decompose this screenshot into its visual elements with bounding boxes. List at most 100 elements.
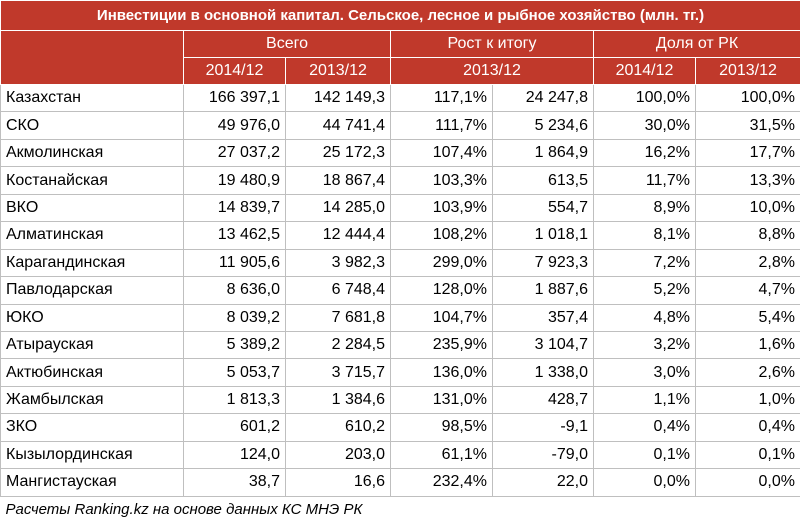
cell-value: 7 923,3 bbox=[492, 248, 594, 278]
cell-value: 61,1% bbox=[390, 440, 493, 470]
cell-value: 3 104,7 bbox=[492, 330, 594, 360]
cell-value: 124,0 bbox=[183, 440, 286, 470]
data-row: Карагандинская 11 905,6 3 982,3 299,0% 7 923… bbox=[0, 248, 800, 278]
header-period-row: 2014/12 2013/12 2013/12 2014/12 2013/12 bbox=[1, 57, 800, 85]
data-row: Мангистауская 38,7 16,6 232,4% 22,0 0,0% 0,0% bbox=[0, 468, 800, 497]
region-name: Акмолинская bbox=[0, 138, 184, 168]
cell-value: -9,1 bbox=[492, 413, 594, 442]
cell-value: 5 389,2 bbox=[183, 330, 286, 360]
table-title: Инвестиции в основной капитал. Сельское,… bbox=[0, 0, 800, 31]
cell-value: 1,1% bbox=[593, 385, 696, 415]
cell-value: 3,2% bbox=[593, 330, 696, 360]
cell-value: 1 887,6 bbox=[492, 276, 594, 305]
cell-value: 136,0% bbox=[390, 358, 493, 387]
data-row: Костанайская 19 480,9 18 867,4 103,3% 613,5 1… bbox=[0, 166, 800, 195]
cell-value: 601,2 bbox=[183, 413, 286, 442]
region-name: Атырауская bbox=[0, 330, 184, 360]
data-row: Алматинская 13 462,5 12 444,4 108,2% 1 018,1… bbox=[0, 221, 800, 250]
header-period: 2013/12 bbox=[695, 57, 800, 85]
cell-value: 44 741,4 bbox=[285, 111, 391, 140]
cell-value: 4,7% bbox=[695, 276, 800, 305]
cell-value: 11,7% bbox=[593, 166, 696, 195]
header-group: Рост к итогу bbox=[390, 30, 594, 58]
cell-value: 107,4% bbox=[390, 138, 493, 168]
region-name: Костанайская bbox=[0, 166, 184, 195]
title-row: Инвестиции в основной капитал. Сельское,… bbox=[0, 0, 800, 31]
cell-value: 0,0% bbox=[695, 468, 800, 497]
cell-value: 5,4% bbox=[695, 303, 800, 332]
region-name: Павлодарская bbox=[0, 276, 184, 305]
cell-value: 103,3% bbox=[390, 166, 493, 195]
footer-note: Расчеты Ranking.kz на основе данных КС М… bbox=[5, 500, 363, 518]
data-row: Кызылординская 124,0 203,0 61,1% -79,0 0,1% 0,… bbox=[0, 440, 800, 470]
cell-value: 100,0% bbox=[695, 83, 800, 113]
cell-value: 1 864,9 bbox=[492, 138, 594, 168]
cell-value: 22,0 bbox=[492, 468, 594, 497]
data-row: ЗКО 601,2 610,2 98,5% -9,1 0,4% 0,4% bbox=[0, 413, 800, 442]
cell-value: 7,2% bbox=[593, 248, 696, 278]
cell-value: 0,1% bbox=[593, 440, 696, 470]
cell-value: 117,1% bbox=[390, 83, 493, 113]
data-row: Павлодарская 8 636,0 6 748,4 128,0% 1 887,6 5… bbox=[0, 276, 800, 305]
header-period: 2014/12 bbox=[183, 57, 286, 85]
cell-value: 6 748,4 bbox=[285, 276, 391, 305]
cell-value: 8,1% bbox=[593, 221, 696, 250]
region-name: СКО bbox=[0, 111, 184, 140]
cell-value: 131,0% bbox=[390, 385, 493, 415]
cell-value: 2 284,5 bbox=[285, 330, 391, 360]
region-name: ЗКО bbox=[0, 413, 184, 442]
cell-value: 299,0% bbox=[390, 248, 493, 278]
cell-value: 8 636,0 bbox=[183, 276, 286, 305]
cell-value: 7 681,8 bbox=[285, 303, 391, 332]
cell-value: 232,4% bbox=[390, 468, 493, 497]
header-period: 2013/12 bbox=[285, 57, 391, 85]
cell-value: 1 338,0 bbox=[492, 358, 594, 387]
cell-value: 203,0 bbox=[285, 440, 391, 470]
data-row: ЮКО 8 039,2 7 681,8 104,7% 357,4 4,8% 5,4% bbox=[0, 303, 800, 332]
region-name: ВКО bbox=[0, 193, 184, 223]
cell-value: 31,5% bbox=[695, 111, 800, 140]
data-row: Жамбылская 1 813,3 1 384,6 131,0% 428,7 1,1% 1… bbox=[0, 385, 800, 415]
header-blank bbox=[0, 30, 184, 85]
cell-value: 3 715,7 bbox=[285, 358, 391, 387]
cell-value: 10,0% bbox=[695, 193, 800, 223]
cell-value: 5 053,7 bbox=[183, 358, 286, 387]
cell-value: 16,6 bbox=[285, 468, 391, 497]
data-row: Атырауская 5 389,2 2 284,5 235,9% 3 104,7 3,2… bbox=[0, 330, 800, 360]
cell-value: 13 462,5 bbox=[183, 221, 286, 250]
cell-value: 166 397,1 bbox=[183, 83, 286, 113]
cell-value: 16,2% bbox=[593, 138, 696, 168]
cell-value: 103,9% bbox=[390, 193, 493, 223]
cell-value: 49 976,0 bbox=[183, 111, 286, 140]
cell-value: 0,4% bbox=[593, 413, 696, 442]
cell-value: 613,5 bbox=[492, 166, 594, 195]
cell-value: 38,7 bbox=[183, 468, 286, 497]
cell-value: -79,0 bbox=[492, 440, 594, 470]
cell-value: 8,9% bbox=[593, 193, 696, 223]
cell-value: 4,8% bbox=[593, 303, 696, 332]
cell-value: 5,2% bbox=[593, 276, 696, 305]
cell-value: 98,5% bbox=[390, 413, 493, 442]
cell-value: 19 480,9 bbox=[183, 166, 286, 195]
cell-value: 1 018,1 bbox=[492, 221, 594, 250]
cell-value: 610,2 bbox=[285, 413, 391, 442]
cell-value: 1 813,3 bbox=[183, 385, 286, 415]
header-group: Доля от РК bbox=[593, 30, 800, 58]
data-row: Акмолинская 27 037,2 25 172,3 107,4% 1 864,9… bbox=[0, 138, 800, 168]
footer-row: Расчеты Ranking.kz на основе данных КС М… bbox=[1, 496, 800, 522]
cell-value: 554,7 bbox=[492, 193, 594, 223]
cell-value: 2,6% bbox=[695, 358, 800, 387]
header-group-row: Всего Рост к итогу Доля от РК bbox=[0, 30, 800, 85]
cell-value: 0,0% bbox=[593, 468, 696, 497]
cell-value: 30,0% bbox=[593, 111, 696, 140]
data-row: Актюбинская 5 053,7 3 715,7 136,0% 1 338,0 3,… bbox=[0, 358, 800, 387]
cell-value: 24 247,8 bbox=[492, 83, 594, 113]
cell-value: 357,4 bbox=[492, 303, 594, 332]
cell-value: 0,4% bbox=[695, 413, 800, 442]
cell-value: 17,7% bbox=[695, 138, 800, 168]
cell-value: 3 982,3 bbox=[285, 248, 391, 278]
cell-value: 111,7% bbox=[390, 111, 493, 140]
region-name: Актюбинская bbox=[0, 358, 184, 387]
cell-value: 11 905,6 bbox=[183, 248, 286, 278]
